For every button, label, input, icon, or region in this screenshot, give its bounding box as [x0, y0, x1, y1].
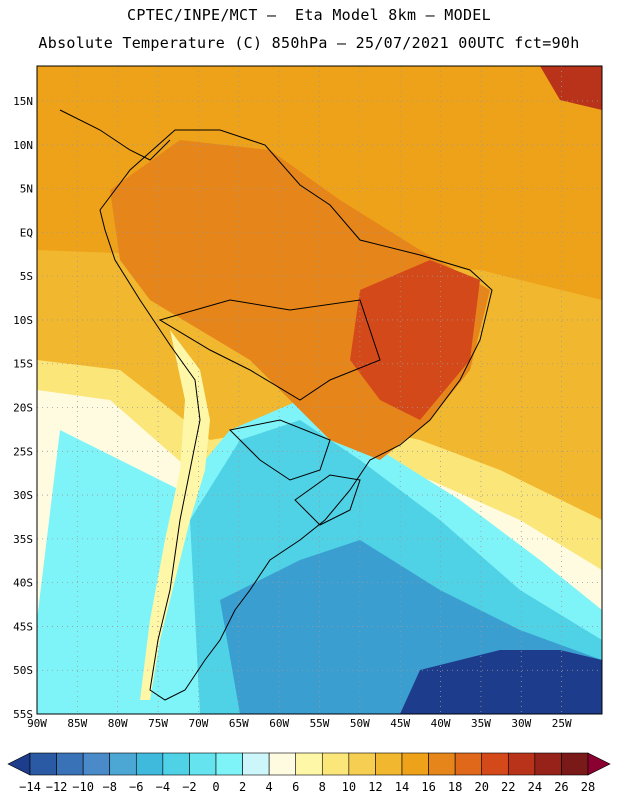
lat-tick-label: 5N: [20, 183, 33, 196]
lat-tick-label: 5S: [20, 270, 33, 283]
colorbar-box: [561, 752, 589, 776]
lat-tick-label: 30S: [13, 489, 33, 502]
colorbar-label: −6: [129, 780, 143, 794]
colorbar-label: 10: [342, 780, 356, 794]
colorbar-box: [56, 752, 84, 776]
colorbar-label: 2: [239, 780, 246, 794]
border-interior-1: [158, 299, 381, 401]
coastlines: [59, 109, 493, 701]
lat-tick-label: 50S: [13, 664, 33, 677]
colorbar-box: [481, 752, 509, 776]
colorbar: −14 −12 −10 −8 −6 −4 −2 0 2 4 6 8 10 12 14 16 18 20 22 24 26…: [7, 752, 611, 794]
colorbar-box: [321, 752, 350, 776]
field-dark-blue: [400, 650, 602, 714]
latitude-ticks: 15N 10N 5N EQ 5S 10S 15S 20S 25S 30S 35S 40S 45S 50S 5…: [13, 95, 33, 721]
colorbar-boxes: [7, 752, 611, 776]
colorbar-label: 12: [368, 780, 382, 794]
longitude-ticks: 90W 85W 80W 75W 70W 65W 60W 55W 50W 45W 40W 35W 30W 2…: [27, 717, 572, 730]
temperature-map: 90W 85W 80W 75W 70W 65W 60W 55W 50W 45W 40W 35W 30W 2…: [13, 65, 603, 730]
colorbar-labels: −14 −12 −10 −8 −6 −4 −2 0 2 4 6 8 10 12 14 16 18 20 22 24 26…: [19, 780, 595, 794]
colorbar-box: [189, 752, 217, 776]
colorbar-label: −4: [156, 780, 170, 794]
title-line-2: Absolute Temperature (C) 850hPa – 25/07/…: [38, 34, 580, 52]
lon-tick-label: 40W: [431, 717, 451, 730]
field-brazil-hot: [350, 260, 480, 420]
colorbar-label: 0: [212, 780, 219, 794]
colorbar-box: [242, 752, 270, 776]
colorbar-label: −8: [102, 780, 116, 794]
lat-tick-label: EQ: [20, 226, 33, 239]
border-uruguay: [294, 474, 361, 526]
colorbar-box: [348, 752, 376, 776]
colorbar-label: 22: [501, 780, 515, 794]
lat-tick-label: 25S: [13, 445, 33, 458]
title-line-1: CPTEC/INPE/MCT – Eta Model 8km – MODEL: [127, 6, 491, 24]
colorbar-box: [109, 752, 137, 776]
colorbar-box: [454, 752, 483, 776]
lon-tick-label: 80W: [108, 717, 128, 730]
colorbar-box: [162, 752, 190, 776]
lon-tick-label: 45W: [390, 717, 410, 730]
lat-tick-label: 45S: [13, 620, 33, 633]
lat-tick-label: 15S: [13, 358, 33, 371]
colorbar-box: [428, 752, 456, 776]
south-america-outline: [99, 129, 493, 701]
lat-tick-label: 35S: [13, 533, 33, 546]
colorbar-label: 24: [528, 780, 542, 794]
field-andes: [140, 330, 210, 700]
lon-tick-label: 35W: [471, 717, 491, 730]
colorbar-label: 6: [292, 780, 299, 794]
lat-tick-label: 55S: [13, 708, 33, 721]
colorbar-label: 20: [474, 780, 488, 794]
lon-tick-label: 25W: [552, 717, 572, 730]
colorbar-label: 28: [581, 780, 595, 794]
lat-tick-label: 10N: [13, 139, 33, 152]
colorbar-box: [507, 752, 536, 776]
colorbar-label: 18: [448, 780, 462, 794]
lon-tick-label: 70W: [188, 717, 208, 730]
colorbar-label: 14: [395, 780, 409, 794]
colorbar-label: 4: [266, 780, 273, 794]
colorbar-label: −10: [72, 780, 94, 794]
colorbar-box: [29, 752, 57, 776]
colorbar-box: [135, 752, 164, 776]
colorbar-label: 26: [554, 780, 568, 794]
grid: [37, 66, 602, 715]
lat-tick-label: 10S: [13, 314, 33, 327]
colorbar-box: [82, 752, 111, 776]
lat-tick-label: 15N: [13, 95, 33, 108]
colorbar-label: −12: [46, 780, 68, 794]
map-frame: [36, 65, 603, 715]
colorbar-box: [534, 752, 562, 776]
lon-tick-label: 55W: [310, 717, 330, 730]
colorbar-box: [401, 752, 429, 776]
colorbar-box: [375, 752, 403, 776]
lon-tick-label: 50W: [350, 717, 370, 730]
colorbar-box: [268, 752, 297, 776]
colorbar-box: [215, 752, 243, 776]
lon-tick-label: 75W: [148, 717, 168, 730]
lon-tick-label: 60W: [269, 717, 289, 730]
colorbar-max-arrow: [587, 752, 611, 776]
colorbar-min-arrow: [7, 752, 31, 776]
colorbar-box: [295, 752, 323, 776]
field-ne-corner: [540, 66, 602, 110]
lon-tick-label: 65W: [229, 717, 249, 730]
colorbar-label: 8: [319, 780, 326, 794]
colorbar-label: −14: [19, 780, 41, 794]
lon-tick-label: 30W: [511, 717, 531, 730]
colorbar-label: −2: [182, 780, 196, 794]
colorbar-label: 16: [421, 780, 435, 794]
border-interior-2: [228, 419, 331, 481]
central-america-outline: [59, 109, 171, 161]
lat-tick-label: 20S: [13, 402, 33, 415]
lon-tick-label: 85W: [67, 717, 87, 730]
lat-tick-label: 40S: [13, 577, 33, 590]
lon-tick-label: 90W: [27, 717, 47, 730]
